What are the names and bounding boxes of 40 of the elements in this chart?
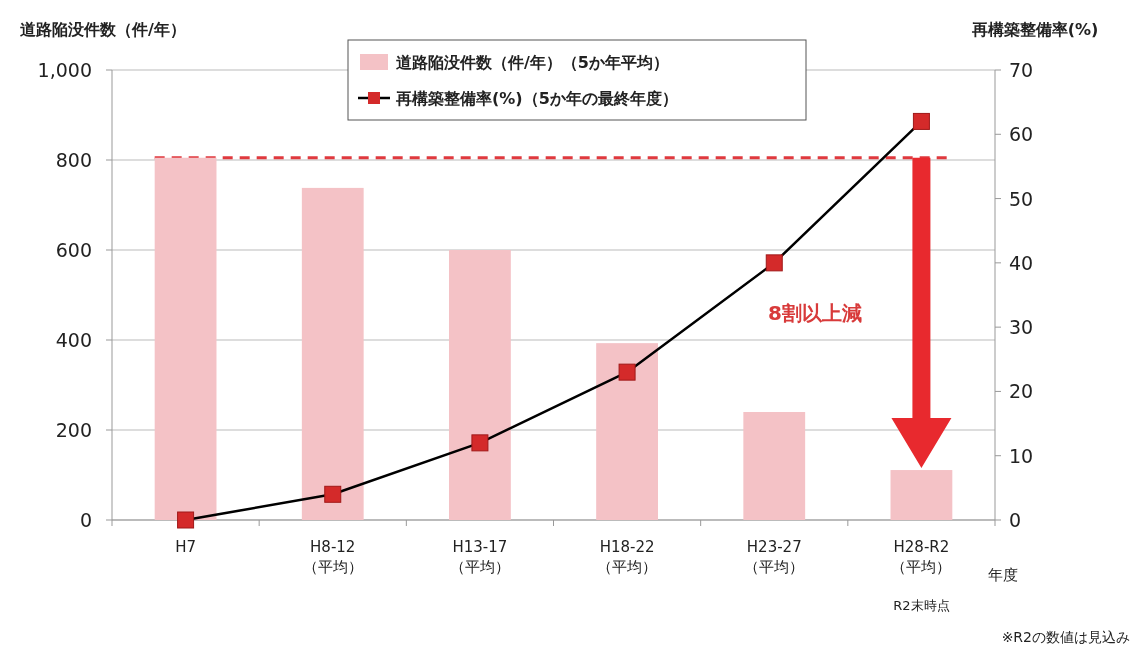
bar: [301, 187, 364, 520]
point: [765, 254, 783, 272]
point: [324, 485, 342, 503]
y-tick-label: 800: [55, 149, 92, 171]
x-tick-label: H18-22 （平均）: [597, 538, 658, 576]
point: [912, 112, 930, 130]
point: [618, 363, 636, 381]
y2-tick-label: 60: [1009, 123, 1034, 146]
y2-tick-label: 40: [1009, 251, 1034, 274]
x-tick-label: H8-12 （平均）: [302, 538, 363, 576]
y2-tick-label: 50: [1009, 187, 1034, 210]
x-tick-label: H13-17 （平均）: [449, 538, 510, 576]
bar: [154, 157, 217, 520]
legend-label: 再構築整備率(%)（5か年の最終年度）: [395, 89, 678, 108]
y-tick-label: 400: [55, 329, 92, 351]
point: [471, 434, 489, 452]
y2-tick-label: 30: [1009, 316, 1034, 339]
y2-tick-label: 70: [1009, 59, 1034, 81]
x-tick-label: H23-27 （平均）: [744, 538, 805, 576]
y-tick-label: 600: [55, 239, 92, 261]
text: R2末時点: [893, 598, 950, 613]
bar: [596, 343, 658, 520]
bar: [449, 250, 511, 520]
bar: [743, 412, 806, 520]
y-tick-label: 200: [55, 419, 92, 441]
y-tick-label: 1,000: [37, 59, 92, 81]
y2-tick-label: 20: [1009, 380, 1034, 403]
text: ※R2の数値は見込み: [1001, 629, 1130, 645]
y2-tick-label: 0: [1009, 509, 1022, 531]
bar: [890, 470, 953, 520]
y-axis-title: 道路陥没件数（件/年）: [20, 20, 186, 39]
y2-tick-label: 10: [1009, 444, 1034, 467]
y2-axis-title: 再構築整備率(%): [970, 20, 1099, 39]
legend-label: 道路陥没件数（件/年）（5か年平均）: [396, 53, 669, 72]
x-tick-label: H7: [175, 538, 196, 556]
x-tick-label: H28-R2 （平均）: [891, 538, 952, 576]
annotation: 8割以上減: [768, 301, 862, 325]
y-tick-label: 0: [79, 509, 92, 531]
x-axis-title: 年度: [988, 566, 1018, 584]
point: [177, 511, 195, 529]
